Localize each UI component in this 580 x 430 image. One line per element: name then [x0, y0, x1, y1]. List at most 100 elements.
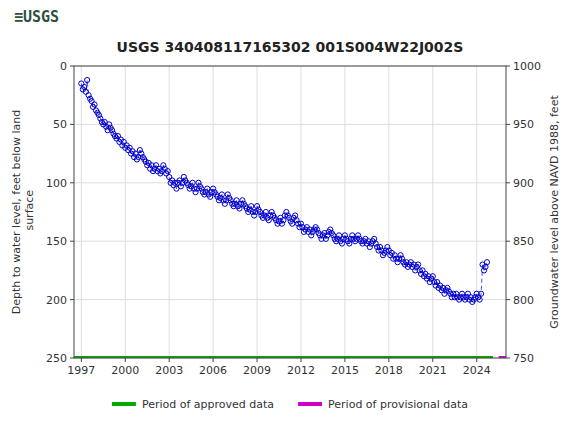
x-tick-label: 2006	[199, 364, 227, 377]
y-tick	[70, 66, 74, 67]
x-grid-line	[432, 66, 433, 358]
x-tick	[432, 358, 433, 362]
y-tick-label: 50	[53, 118, 67, 131]
y-tick	[70, 299, 74, 300]
series	[79, 77, 490, 304]
x-tick-label: 2021	[419, 364, 447, 377]
x-tick-label: 2012	[287, 364, 315, 377]
x-tick	[169, 358, 170, 362]
x-tick-label: 2015	[331, 364, 359, 377]
y-tick-label: 200	[46, 294, 67, 307]
y-grid-line	[74, 241, 506, 242]
annotation: ≡USGS	[14, 8, 59, 26]
y-grid-line	[74, 124, 506, 125]
y2-tick	[506, 182, 510, 183]
y-axis-label-line: surface	[23, 190, 36, 234]
y2-tick	[506, 358, 510, 359]
data-point	[416, 262, 421, 267]
legend-item: Period of provisional data	[298, 398, 468, 411]
y2-tick-label: 850	[513, 235, 534, 248]
data-point	[190, 180, 195, 185]
y-grid-line	[74, 299, 506, 300]
y-tick	[70, 241, 74, 242]
x-tick-label: 2018	[375, 364, 403, 377]
y-tick	[70, 124, 74, 125]
x-tick	[257, 358, 258, 362]
title: USGS 340408117165302 001S004W22J002S	[117, 39, 464, 55]
x-tick	[213, 358, 214, 362]
data-point	[484, 260, 489, 265]
series-line	[81, 80, 487, 302]
data-point	[477, 297, 482, 302]
data-point	[167, 174, 172, 179]
y2-tick-label: 1000	[513, 60, 541, 73]
x-tick-label: 2009	[243, 364, 271, 377]
x-grid-line	[213, 66, 214, 358]
x-tick	[476, 358, 477, 362]
y2-tick-label: 950	[513, 118, 534, 131]
x-grid-line	[169, 66, 170, 358]
legend: Period of approved data Period of provisi…	[112, 398, 468, 411]
x-tick	[125, 358, 126, 362]
legend-label: Period of provisional data	[328, 398, 468, 411]
data-point	[479, 291, 484, 296]
x-tick	[81, 358, 82, 362]
x-tick-label: 2003	[155, 364, 183, 377]
legend-swatch	[112, 402, 136, 406]
data-point	[153, 163, 158, 168]
x-grid-line	[388, 66, 389, 358]
y-tick	[70, 182, 74, 183]
y-axis-label: Depth to water level, feet below land su…	[10, 110, 36, 315]
y2-tick-label: 750	[513, 352, 534, 365]
y-grid-line	[74, 182, 506, 183]
y-tick-label: 0	[60, 60, 67, 73]
x-tick	[300, 358, 301, 362]
data-point	[79, 81, 84, 86]
data-point	[219, 192, 224, 197]
y2-axis: 750 800 850 900 950 1000	[506, 60, 541, 365]
legend-label: Period of approved data	[142, 398, 274, 411]
data-point	[249, 204, 254, 209]
y-axis: 0 50 100 150 200 250	[46, 60, 74, 365]
plot-area	[74, 66, 506, 358]
data-point	[435, 279, 440, 284]
data-point	[89, 98, 94, 103]
data-point	[115, 133, 120, 138]
data-point	[430, 274, 435, 279]
y2-tick-label: 900	[513, 177, 534, 190]
data-point	[83, 89, 88, 94]
y-tick-label: 100	[46, 177, 67, 190]
data-point	[92, 102, 97, 107]
y2-tick-label: 800	[513, 294, 534, 307]
x-tick-label: 2024	[463, 364, 491, 377]
x-axis: 1997 2000 2003 2006 2009 2012 2015 2018 2021 2024	[67, 358, 490, 377]
data-point	[165, 169, 170, 174]
y-axis-label-line: Depth to water level, feet below land	[10, 110, 23, 315]
data-point	[465, 291, 470, 296]
x-tick-label: 1997	[67, 364, 95, 377]
y2-axis-label: Groundwater level above NAVD 1988, feet	[548, 95, 561, 329]
legend-swatch	[298, 402, 322, 406]
data-point	[121, 139, 126, 144]
y-tick	[70, 358, 74, 359]
x-grid-line	[300, 66, 301, 358]
data-layer	[74, 77, 506, 358]
x-grid-line	[81, 66, 82, 358]
y2-tick	[506, 299, 510, 300]
chart: ≡USGS USGS 340408117165302 001S004W22J002…	[0, 0, 580, 430]
y-tick-label: 150	[46, 235, 67, 248]
data-point	[85, 77, 90, 82]
legend-item: Period of approved data	[112, 398, 274, 411]
x-tick	[388, 358, 389, 362]
plot-frame	[74, 66, 506, 358]
x-tick-label: 2000	[111, 364, 139, 377]
x-grid-line	[125, 66, 126, 358]
grid	[74, 66, 506, 358]
x-grid-line	[476, 66, 477, 358]
y2-tick	[506, 66, 510, 67]
x-grid-line	[344, 66, 345, 358]
y2-tick	[506, 124, 510, 125]
data-point	[420, 268, 425, 273]
x-tick	[344, 358, 345, 362]
y-tick-label: 250	[46, 352, 67, 365]
